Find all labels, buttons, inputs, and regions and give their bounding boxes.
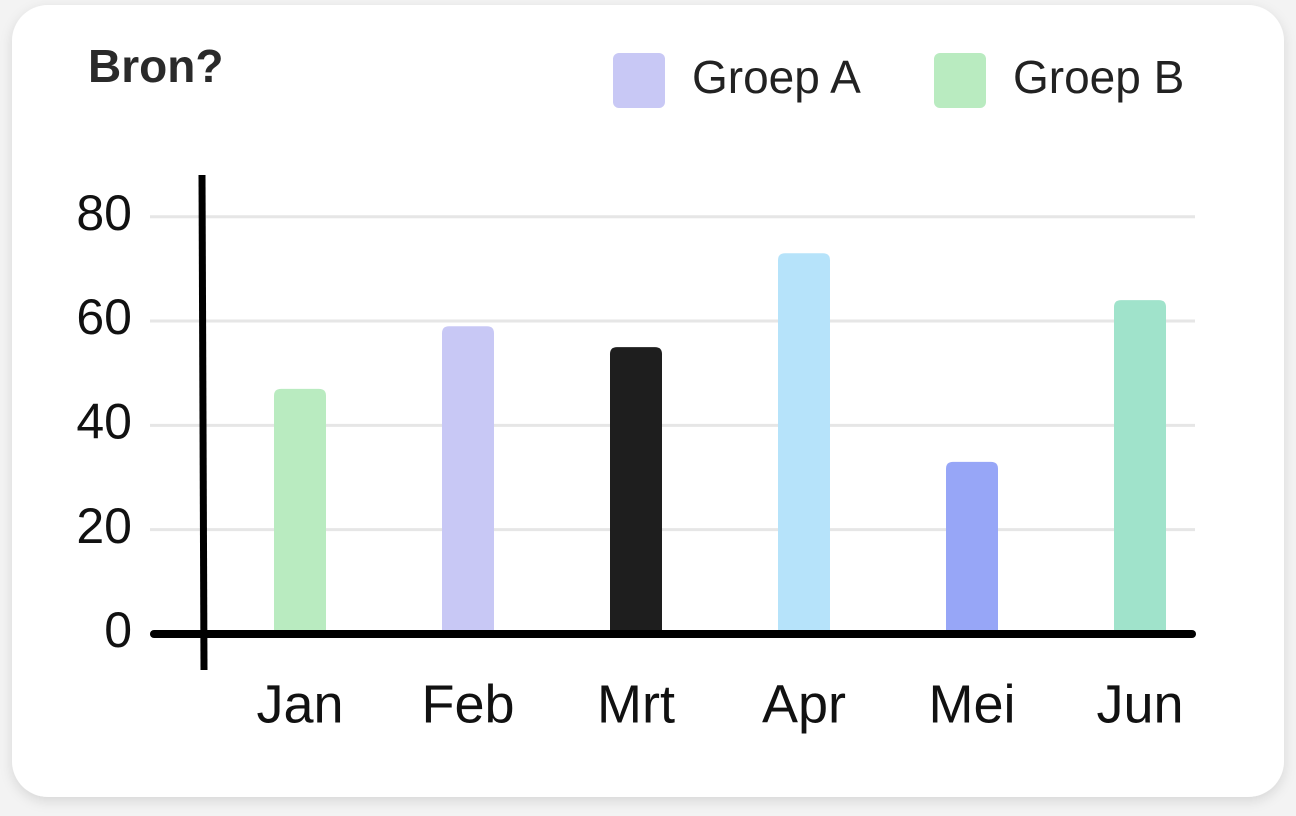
y-axis: [198, 174, 208, 671]
bar: [610, 347, 662, 634]
legend-label: Groep B: [1013, 51, 1184, 103]
legend-swatch: [934, 53, 986, 108]
x-tick-label: Mei: [928, 674, 1015, 734]
bar: [274, 388, 326, 634]
legend-label: Groep A: [692, 51, 861, 103]
legend-swatch: [613, 53, 665, 108]
bar: [442, 326, 494, 634]
y-tick-label: 0: [104, 602, 132, 658]
x-tick-label: Feb: [421, 674, 514, 734]
y-tick-label: 40: [76, 394, 132, 450]
x-tick-label: Jan: [256, 674, 343, 734]
y-tick-label: 60: [76, 289, 132, 345]
x-tick-label: Jun: [1096, 674, 1183, 734]
bar: [778, 253, 830, 634]
x-tick-label: Apr: [762, 674, 846, 734]
y-tick-label: 80: [76, 185, 132, 241]
y-tick-label: 20: [76, 498, 132, 554]
x-tick-label: Mrt: [597, 674, 675, 734]
chart-title: Bron?: [88, 40, 223, 92]
bar: [1114, 300, 1166, 634]
bar: [946, 461, 998, 634]
